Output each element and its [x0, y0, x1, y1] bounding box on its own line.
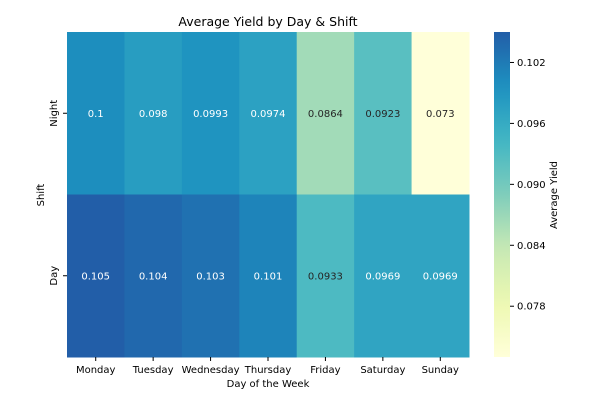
heatmap-cell	[124, 194, 183, 358]
x-tick-label: Sunday	[422, 365, 459, 376]
y-tick-label: Day	[49, 266, 60, 286]
cell-annotation: 0.101	[254, 271, 283, 282]
cell-annotation: 0.103	[196, 271, 225, 282]
colorbar-tick-label: 0.090	[517, 180, 546, 191]
cell-annotation: 0.1	[88, 109, 104, 120]
colorbar-ticks: 0.078 0.084 0.090 0.096 0.102	[510, 58, 546, 313]
cell-annotation: 0.0923	[365, 109, 400, 120]
cell-annotation: 0.0969	[423, 271, 458, 282]
colorbar-tick-label: 0.102	[517, 58, 546, 69]
x-tick-label: Thursday	[244, 365, 292, 376]
y-axis-ticks: Night Day	[49, 100, 67, 286]
cell-annotation: 0.105	[81, 271, 110, 282]
heatmap-cell	[411, 32, 470, 195]
cell-annotation: 0.0969	[365, 271, 400, 282]
heatmap-cell	[181, 194, 240, 358]
x-tick-label: Tuesday	[132, 365, 174, 376]
x-axis-label: Day of the Week	[227, 379, 310, 390]
colorbar-tick-label: 0.096	[517, 119, 546, 130]
heatmap-cell	[181, 32, 240, 195]
heatmap-cell	[354, 194, 413, 358]
colorbar-tick-label: 0.078	[517, 302, 546, 313]
colorbar-label: Average Yield	[549, 161, 560, 229]
heatmap-cell	[354, 32, 413, 195]
colorbar	[494, 32, 510, 357]
x-axis-ticks: Monday Tuesday Wednesday Thursday Friday Satu…	[76, 357, 459, 376]
colorbar-tick-label: 0.084	[517, 241, 546, 252]
x-tick-label: Saturday	[360, 365, 405, 376]
heatmap-cells	[67, 32, 470, 358]
cell-annotation: 0.0933	[308, 271, 343, 282]
heatmap-cell	[296, 194, 355, 358]
y-axis-label: Shift	[36, 184, 47, 207]
cell-annotation: 0.0864	[308, 109, 343, 120]
x-tick-label: Monday	[76, 365, 116, 376]
heatmap-cell	[124, 32, 183, 195]
heatmap-cell	[67, 194, 125, 358]
heatmap-cell	[239, 194, 298, 358]
chart-title: Average Yield by Day & Shift	[178, 14, 357, 29]
cell-annotation: 0.073	[426, 109, 455, 120]
x-tick-label: Friday	[310, 365, 340, 376]
heatmap-annotations: 0.1 0.098 0.0993 0.0974 0.0864 0.0923 0.073 0.1…	[81, 109, 457, 283]
cell-annotation: 0.098	[139, 109, 168, 120]
cell-annotation: 0.0974	[251, 109, 286, 120]
cell-annotation: 0.0993	[193, 109, 228, 120]
heatmap-cell	[239, 32, 298, 195]
heatmap-cell	[67, 32, 125, 195]
y-tick-label: Night	[49, 100, 60, 127]
heatmap-cell	[411, 194, 470, 358]
x-tick-label: Wednesday	[182, 365, 240, 376]
cell-annotation: 0.104	[139, 271, 168, 282]
heatmap-cell	[296, 32, 355, 195]
